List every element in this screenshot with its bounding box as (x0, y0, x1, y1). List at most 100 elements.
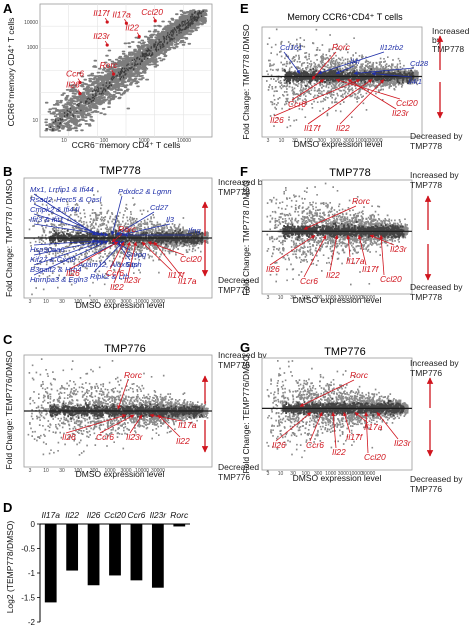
gene-label: Rorc (352, 196, 371, 206)
gene-label: Ifng (188, 226, 201, 235)
gene-arrow (347, 79, 397, 110)
gene-label: Ccr6 (300, 276, 318, 286)
gene-label: Il17a (178, 276, 197, 286)
x-tick-label: 10000 (349, 471, 363, 477)
gene-label: Il4i1 (408, 77, 422, 86)
panel-a-ylabel: CCR6⁺memory CD4⁺ T cells (6, 18, 16, 127)
gene-arrow (149, 413, 183, 422)
x-tick-label: 100 (301, 295, 310, 301)
x-tick-label: 3 (267, 295, 270, 301)
x-tick-label: 100 (74, 468, 83, 474)
x-tick-label: 3 (29, 468, 32, 474)
gene-label: Il26 (272, 440, 286, 450)
gene-arrow (376, 412, 399, 440)
gene-label: Il26 (62, 432, 76, 442)
x-tick-label: 10000 (135, 299, 149, 305)
gene-label: Rorc (118, 224, 137, 234)
x-tick-label: 300 (318, 138, 327, 144)
panel-e: E Memory CCR6⁺CD4⁺ T cells 3 10 30 100 300 10… (240, 1, 470, 151)
panel-f-ylabel: Fold Change: TMP778 /DMSO (241, 180, 251, 296)
category-label: Il26 (87, 510, 101, 520)
gene-label: Il23r (126, 432, 144, 442)
gene-label: Il4r (350, 57, 361, 66)
gene-label: Cd27 (150, 203, 169, 212)
gene-label: B3galt2 & Hrh4 (30, 265, 82, 274)
gene-label: Ccr6 (66, 69, 84, 79)
x-tick-label: 3 (267, 138, 270, 144)
y-tick-label: -0.5 (21, 545, 35, 554)
gene-arrow (303, 234, 327, 278)
gene-arrow (353, 67, 415, 76)
x-tick-label: 10 (278, 471, 284, 477)
x-tick-label: 3000 (343, 138, 354, 144)
gene-label: Il22 (332, 447, 346, 457)
gene-label: Rorc (332, 42, 351, 52)
gene-label: Il23r (394, 438, 412, 448)
gene-label: Pdxdc2 & Lgmn (118, 187, 172, 196)
panel-f-title: TMP778 (329, 167, 371, 179)
gene-label: Rorc (124, 370, 143, 380)
x-tick-label: 10000 (177, 138, 191, 144)
gene-point (112, 72, 116, 76)
gene-label: Rorc (100, 60, 119, 70)
gene-arrow (113, 241, 131, 284)
gene-pointer (104, 40, 108, 45)
gene-pointer (124, 19, 127, 23)
x-tick-label: 3000 (120, 299, 131, 305)
gene-label: Il26 (266, 264, 280, 274)
gene-pointer (111, 69, 114, 74)
x-tick-label: 100 (100, 138, 109, 144)
panel-label-g: G (240, 340, 250, 355)
panel-g-decreased-line2: TMP776 (410, 484, 442, 494)
x-tick-label: 100 (74, 299, 83, 305)
x-tick-label: 100 (304, 138, 313, 144)
gene-arrow (339, 79, 385, 125)
scatter-dense-points (46, 10, 204, 132)
panel-c-title: TMP776 (104, 343, 146, 355)
gene-arrow (379, 234, 385, 276)
gene-label: Il22 (326, 270, 340, 280)
category-label: Rorc (170, 510, 189, 520)
panel-c-increased-line1: Increased by (218, 350, 267, 360)
gene-arrow (119, 223, 171, 237)
gene-label: Cd161 (280, 43, 302, 52)
panel-c-ylabel: Fold Change: TEMP776/DMSO (4, 350, 14, 469)
gene-label: Il17a (364, 422, 383, 432)
gene-label: Il17f (93, 8, 111, 18)
x-tick-label: 30000 (151, 468, 165, 474)
bar-il23r (151, 524, 164, 588)
gene-arrow (33, 223, 109, 237)
x-tick-label: 300 (314, 471, 323, 477)
gene-arrow (157, 414, 181, 438)
panel-c-decreased-line1: Decreased by (218, 462, 271, 472)
x-tick-label: 1000 (325, 471, 336, 477)
y-tick-label: -1.5 (21, 594, 35, 603)
y-tick-label: 10000 (24, 20, 38, 26)
gene-arrow (141, 241, 173, 272)
gene-label: Rsad2, Herc5 & Oasl (30, 195, 102, 204)
x-tick-label: 3000 (120, 468, 131, 474)
gene-point (153, 19, 157, 23)
bar-ccr6 (130, 524, 143, 581)
gene-pointer (77, 78, 81, 82)
gene-label: Il23r (392, 108, 410, 118)
panel-label-c: C (3, 332, 13, 347)
gene-arrow (275, 412, 312, 442)
panel-b: B TMP778 3 10 30 100 300 1000 3000 10000 30000 F… (3, 164, 271, 310)
panel-g-title: TMP776 (324, 346, 366, 358)
gene-pointer (77, 89, 81, 93)
gene-label: Il17f (304, 123, 322, 133)
y-tick-label: -1 (28, 569, 36, 578)
gene-label: Ccl20 (396, 98, 418, 108)
panel-label-a: A (3, 1, 13, 16)
panel-b-title: TMP778 (99, 165, 141, 177)
gene-point (78, 91, 82, 96)
gene-label: Il23r (390, 244, 408, 254)
gene-arrow (299, 379, 355, 407)
gene-arrow (129, 414, 143, 434)
gene-label: Ifit3 & Ifit1 (30, 215, 64, 224)
x-tick-label: 300 (90, 299, 99, 305)
gene-arrow (33, 239, 101, 256)
